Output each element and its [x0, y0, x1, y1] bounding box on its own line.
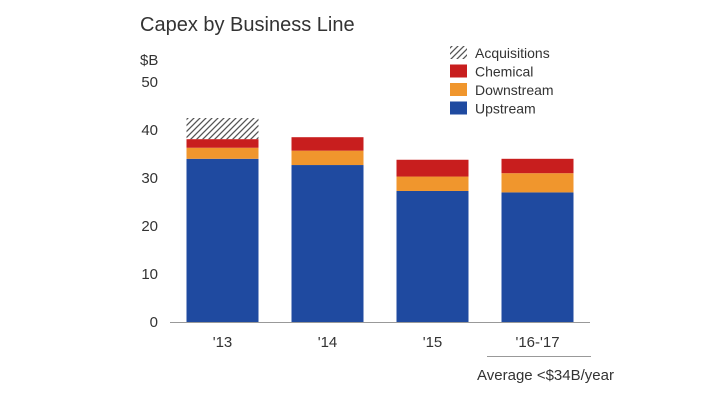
legend-label: Downstream — [475, 82, 554, 98]
y-tick-label: 20 — [141, 218, 158, 235]
x-tick-label: '13 — [213, 334, 233, 351]
y-tick-label: 50 — [141, 74, 158, 91]
bar-stack — [501, 158, 574, 322]
bar-stack — [291, 137, 364, 322]
bar-segment-downstream — [186, 147, 259, 159]
x-axis-labels: '13 '14 '15 '16-'17 — [213, 334, 560, 351]
bar-segment-acquisitions — [186, 118, 259, 140]
legend-swatch — [450, 64, 467, 78]
x-tick-label: '14 — [318, 334, 338, 351]
y-tick-label: 0 — [150, 314, 158, 331]
bar-segment-chemical — [186, 139, 259, 148]
bar-stack — [186, 118, 259, 322]
bar-stack — [396, 159, 469, 322]
bar-segment-downstream — [396, 176, 469, 191]
y-tick-label: 30 — [141, 170, 158, 187]
y-tick-label: 40 — [141, 122, 158, 139]
bar-segment-upstream — [396, 190, 469, 322]
legend: Acquisitions Chemical Downstream Upstream — [450, 45, 554, 117]
bar-segment-downstream — [501, 173, 574, 193]
bar-segment-upstream — [291, 165, 364, 322]
bar-segment-downstream — [291, 150, 364, 166]
legend-label: Upstream — [475, 101, 536, 117]
legend-swatch — [450, 101, 467, 115]
bar-segment-upstream — [186, 158, 259, 322]
legend-label: Acquisitions — [475, 45, 550, 61]
bar-segment-chemical — [291, 137, 364, 151]
bar-stacks — [186, 118, 574, 322]
bar-segment-chemical — [501, 158, 574, 174]
legend-swatch — [450, 46, 467, 59]
y-axis-label: $B — [140, 52, 158, 69]
chart-title: Capex by Business Line — [140, 14, 355, 36]
average-annotation: Average <$34B/year — [477, 367, 614, 384]
y-axis-ticks: 0 10 20 30 40 50 — [141, 74, 158, 331]
x-tick-label: '15 — [423, 334, 443, 351]
legend-swatch — [450, 83, 467, 96]
x-tick-label: '16-'17 — [515, 334, 559, 351]
bar-segment-chemical — [396, 159, 469, 177]
legend-label: Chemical — [475, 64, 533, 80]
bar-segment-upstream — [501, 192, 574, 322]
y-tick-label: 10 — [141, 266, 158, 283]
